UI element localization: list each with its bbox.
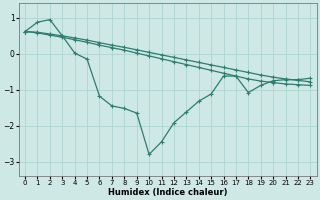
X-axis label: Humidex (Indice chaleur): Humidex (Indice chaleur) — [108, 188, 228, 197]
